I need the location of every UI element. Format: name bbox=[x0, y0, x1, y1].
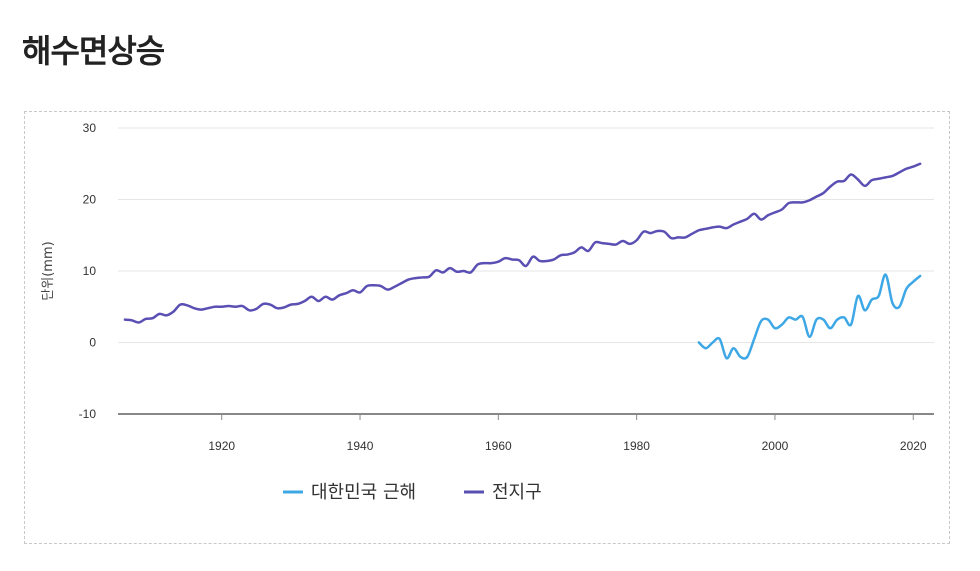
x-tick-label: 1960 bbox=[485, 439, 512, 453]
x-tick-label: 1940 bbox=[347, 439, 374, 453]
page-title: 해수면상승 bbox=[22, 32, 165, 70]
x-tick-label: 2020 bbox=[900, 439, 927, 453]
series-line-global bbox=[123, 162, 922, 324]
y-tick-label: 0 bbox=[89, 336, 96, 350]
legend-label-global: 전지구 bbox=[492, 482, 542, 503]
y-tick-label: 10 bbox=[83, 264, 97, 278]
series-lines bbox=[123, 162, 922, 360]
y-tick-label: 30 bbox=[83, 121, 97, 135]
y-tick-label: -10 bbox=[79, 407, 97, 421]
axes: -10 0 10 20 30 1920 1940 1960 1980 2000 2020 bbox=[79, 121, 934, 453]
series-line-korea bbox=[697, 273, 922, 360]
y-axis-label: 단위(mm) bbox=[41, 241, 56, 300]
legend-label-korea: 대한민국 근해 bbox=[311, 482, 416, 503]
x-tick-label: 1920 bbox=[208, 439, 235, 453]
grid-lines bbox=[118, 127, 934, 343]
legend: 대한민국 근해 전지구 bbox=[283, 482, 542, 503]
x-tick-label: 2000 bbox=[762, 439, 789, 453]
chart-container bbox=[24, 111, 950, 544]
x-tick-label: 1980 bbox=[623, 439, 650, 453]
y-tick-label: 20 bbox=[83, 193, 97, 207]
